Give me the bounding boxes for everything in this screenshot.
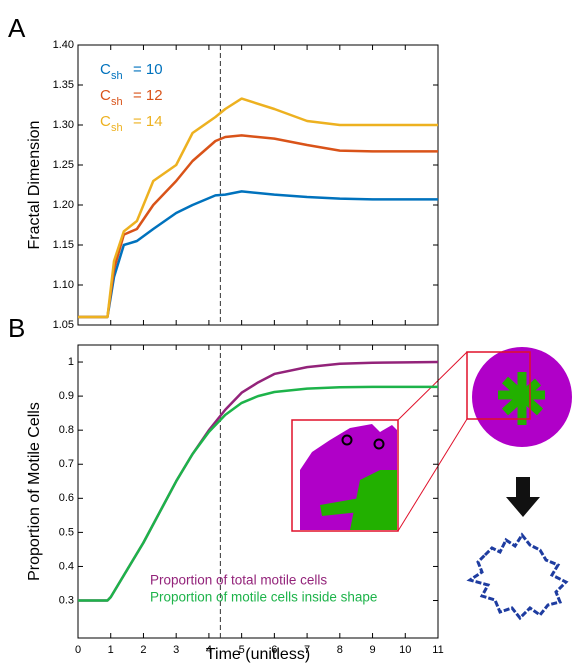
y-tick-label: 0.9: [59, 390, 74, 402]
y-tick-label: 0.6: [59, 492, 74, 504]
y-tick-label: 1.25: [53, 159, 74, 171]
legend-value: = 14: [133, 113, 163, 130]
x-tick-label: 4: [206, 644, 212, 656]
x-tick-label: 7: [304, 644, 310, 656]
data-line: [78, 134, 438, 319]
y-tick-label: 0.5: [59, 526, 74, 538]
y-axis-label: Proportion of Motile Cells: [26, 402, 43, 581]
panel-label: B: [8, 313, 25, 343]
y-tick-label: 0.8: [59, 424, 74, 436]
plot-frame: [77, 44, 439, 326]
plot-frame: [77, 344, 439, 639]
legend-value: = 10: [133, 61, 163, 78]
x-tick-label: 6: [271, 644, 277, 656]
x-tick-label: 9: [369, 644, 375, 656]
y-tick-label: 1.40: [53, 39, 74, 51]
y-tick-label: 1.05: [53, 319, 74, 331]
panel-label: A: [8, 13, 26, 43]
zoom-connector: [397, 418, 468, 532]
motile-cells: [498, 372, 545, 425]
y-tick-label: 0.3: [59, 594, 74, 606]
zoom-region: [466, 351, 531, 420]
y-tick-label: 0.4: [59, 560, 74, 572]
legend-name: C: [100, 61, 111, 78]
x-tick-label: 1: [108, 644, 114, 656]
zoom-motile: [320, 470, 397, 530]
boundary-network: [466, 532, 569, 621]
marker-circle: [341, 434, 353, 446]
x-tick-label: 5: [239, 644, 245, 656]
marker-circle: [373, 438, 385, 450]
legend-subscript: sh: [111, 96, 123, 108]
legend-name: C: [100, 113, 111, 130]
x-tick-label: 0: [75, 644, 81, 656]
legend-subscript: sh: [111, 122, 123, 134]
legend-name: C: [100, 87, 111, 104]
data-line: [78, 385, 438, 602]
x-tick-label: 11: [432, 644, 443, 656]
x-tick-label: 8: [337, 644, 343, 656]
x-tick-label: 2: [140, 644, 146, 656]
data-line: [78, 97, 438, 319]
y-tick-label: 1.30: [53, 119, 74, 131]
x-tick-label: 10: [399, 644, 411, 656]
y-axis-label: Fractal Dimension: [26, 121, 43, 250]
legend-entry: Proportion of motile cells inside shape: [150, 590, 377, 605]
y-tick-label: 1: [68, 356, 74, 368]
legend-value: = 12: [133, 87, 163, 104]
x-axis-label: Time (unitless): [206, 646, 310, 663]
legend-subscript: sh: [111, 70, 123, 82]
legend-entry: Proportion of total motile cells: [150, 573, 327, 588]
y-tick-label: 1.20: [53, 199, 74, 211]
inset-illustrations: [291, 347, 572, 621]
arrow: [506, 477, 540, 517]
y-tick-label: 1.35: [53, 79, 74, 91]
y-tick-label: 1.15: [53, 239, 74, 251]
data-line: [78, 190, 438, 319]
y-tick-label: 1.10: [53, 279, 74, 291]
y-tick-label: 0.7: [59, 458, 74, 470]
x-tick-label: 3: [173, 644, 179, 656]
